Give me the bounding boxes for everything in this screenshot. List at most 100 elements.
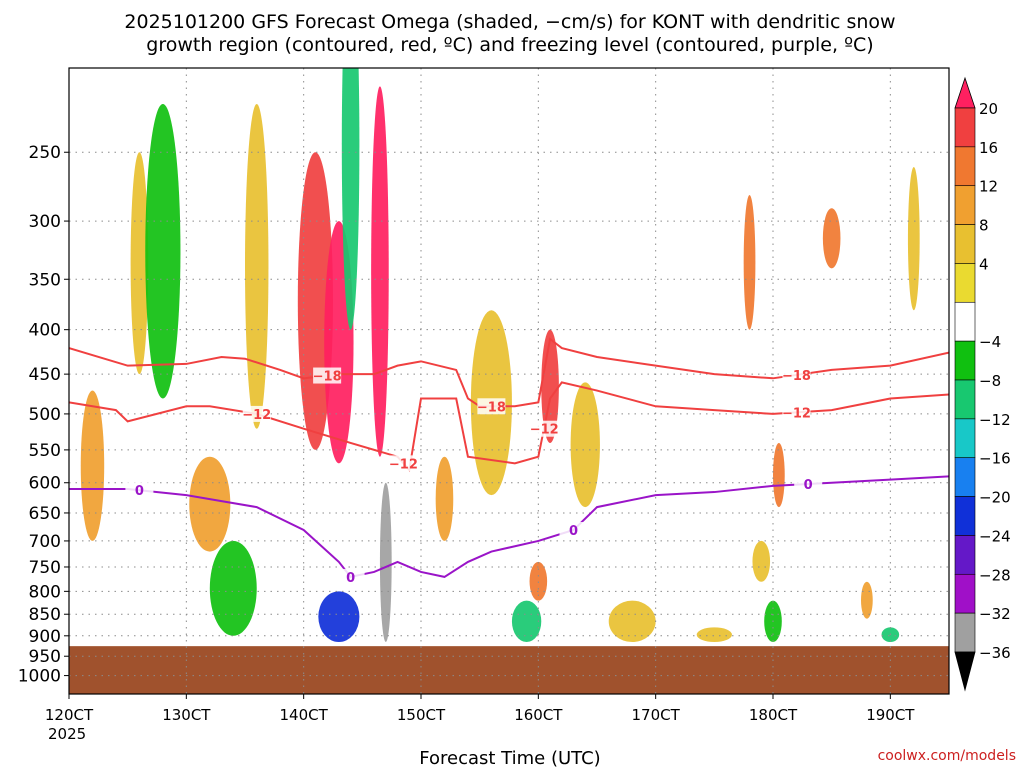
colorbar-label-2: 12 [979,178,998,196]
colorbar-bottom-arrow [954,651,976,692]
y-tick-label-550: 550 [29,441,61,461]
contour-label-bg [313,367,342,384]
contour-label-bg [559,521,588,538]
contour-label: 0 [346,571,355,586]
plot-frame [68,67,950,695]
x-year-label: 2025 [48,725,86,743]
omega-shading [80,68,920,643]
contour-label-bg [530,420,559,437]
contour-label-bg [477,398,506,415]
contour-label-bg [782,404,811,421]
contour-line-2 [69,475,949,579]
contour-line-1 [69,381,949,473]
y-axis-ticks: 2503003504004505005506006507007508008509… [18,143,69,687]
contour-label-bg [336,568,365,585]
x-tick-label-3: 150CT [397,706,446,724]
omega-blob-5 [245,103,269,429]
y-tick-label-750: 750 [29,558,61,578]
chart-title-line2: growth region (contoured, red, ºC) and f… [146,34,873,56]
y-tick-label-800: 800 [29,582,61,602]
colorbar-label-10: −24 [979,527,1011,545]
colorbar-label-13: −36 [979,644,1011,662]
colorbar-swatch-0 [954,107,976,148]
contour-label: −12 [782,406,811,421]
y-tick-label-300: 300 [29,212,61,232]
contour-label-bg [389,455,418,472]
x-tick-label-5: 170CT [632,706,681,724]
colorbar-label-6: −8 [979,372,1001,390]
y-tick-label-950: 950 [29,647,61,667]
omega-blob-20 [743,195,756,330]
omega-blob-4 [209,540,257,636]
x-tick-label-1: 130CT [162,706,211,724]
omega-blob-11 [318,591,360,643]
contour-lines: −18 −18 −18 −12 −12 −12 −12 0 0 0 0 [69,337,949,586]
y-tick-label-500: 500 [29,405,61,425]
chart-title-line1: 2025101200 GFS Forecast Omega (shaded, −… [124,11,895,33]
contour-label: −12 [389,457,418,472]
ground-fill [69,646,949,694]
y-tick-label-850: 850 [29,605,61,625]
omega-blob-16 [511,600,542,643]
x-tick-label-4: 160CT [514,706,563,724]
contour-line-0 [69,337,949,408]
colorbar-swatch-11 [954,535,976,575]
omega-blob-25 [861,581,873,619]
contour-label: −18 [477,400,506,415]
x-axis-label: Forecast Time (UTC) [419,748,600,768]
omega-blob-8 [371,86,389,457]
omega-blob-12 [435,456,454,541]
x-tick-label-6: 180CT [749,706,798,724]
omega-blob-1 [130,152,149,375]
colorbar-label-4: 4 [979,255,989,273]
omega-blob-19 [696,627,732,643]
contour-label: −12 [242,408,271,423]
colorbar-swatch-9 [954,457,976,497]
omega-blob-10 [379,482,392,643]
credit-label: coolwx.com/models [878,748,1016,764]
omega-blob-24 [822,208,841,269]
colorbar-swatch-3 [954,224,976,264]
colorbar-label-3: 8 [979,217,989,235]
contour-label-bg [242,405,271,422]
omega-blob-2 [145,103,181,399]
y-tick-label-1000: 1000 [18,667,61,687]
y-tick-label-400: 400 [29,321,61,341]
contour-label: −18 [782,369,811,384]
contour-label: −18 [313,370,342,385]
contour-label: 0 [135,484,144,499]
colorbar-swatch-1 [954,146,976,187]
omega-blob-22 [752,540,771,582]
colorbar-swatch-6 [954,340,976,381]
x-tick-label-0: 120CT [45,706,94,724]
colorbar-swatch-4 [954,263,976,303]
colorbar-label-8: −16 [979,450,1011,468]
colorbar-label-1: 16 [979,139,998,157]
colorbar-swatch-12 [954,573,976,614]
omega-blob-27 [907,167,920,311]
colorbar-swatch-7 [954,379,976,420]
y-tick-label-250: 250 [29,143,61,163]
omega-blob-9 [341,68,360,330]
colorbar-swatch-13 [954,612,976,653]
colorbar-label-9: −20 [979,489,1011,507]
grid-lines [69,68,949,694]
omega-blob-18 [608,600,656,643]
colorbar-swatch-10 [954,496,976,536]
y-tick-label-900: 900 [29,627,61,647]
contour-label: 0 [804,478,813,493]
colorbar-swatch-8 [954,418,976,459]
y-tick-label-700: 700 [29,532,61,552]
omega-blob-3 [189,456,231,552]
colorbar-label-11: −28 [979,566,1011,584]
contour-label: −12 [530,423,559,438]
x-tick-label-2: 140CT [280,706,329,724]
contour-label-bg [782,366,811,383]
contour-label-bg [125,482,154,499]
x-axis-ticks: 120CT 130CT 140CT 150CT 160CT 170CT 180CT 190CT [45,694,915,724]
omega-blob-0 [80,390,105,541]
colorbar: 20 16 12 8 4 −4 −8 −12 −16 −20 −24 −28 −32 −36 [954,76,1011,692]
y-tick-label-450: 450 [29,365,61,385]
